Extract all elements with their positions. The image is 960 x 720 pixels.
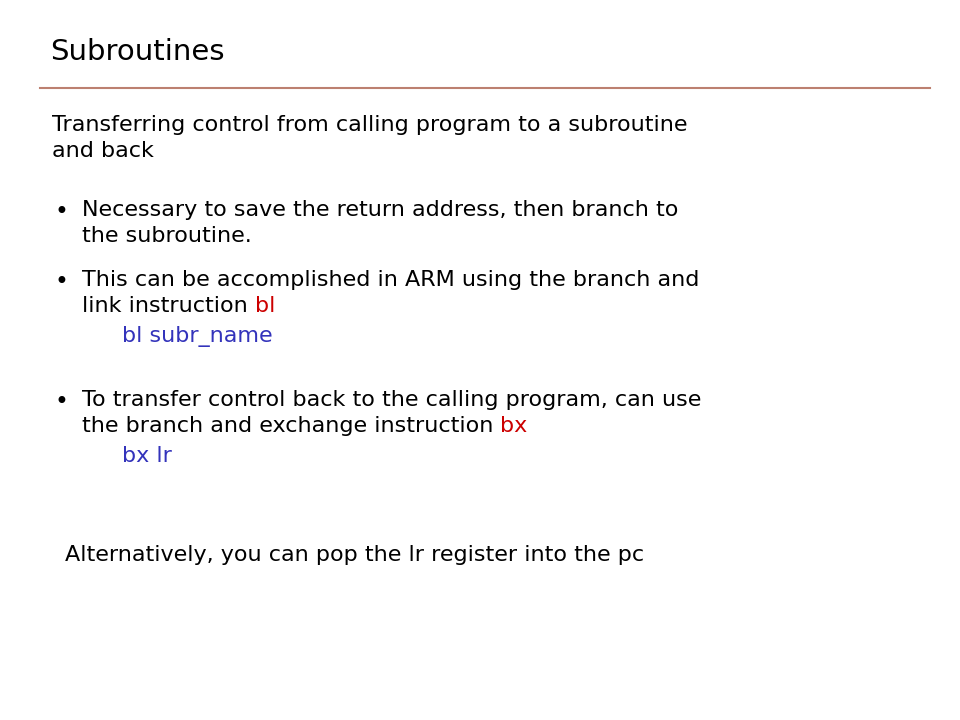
Text: the subroutine.: the subroutine. <box>82 226 252 246</box>
Text: Necessary to save the return address, then branch to: Necessary to save the return address, th… <box>82 200 679 220</box>
Text: Transferring control from calling program to a subroutine: Transferring control from calling progra… <box>52 115 687 135</box>
Text: the branch and exchange instruction: the branch and exchange instruction <box>82 416 500 436</box>
Text: •: • <box>55 200 69 224</box>
Text: bl subr_name: bl subr_name <box>122 326 273 347</box>
Text: bx lr: bx lr <box>122 446 172 466</box>
Text: Subroutines: Subroutines <box>50 38 225 66</box>
Text: •: • <box>55 270 69 294</box>
Text: To transfer control back to the calling program, can use: To transfer control back to the calling … <box>82 390 702 410</box>
Text: link instruction: link instruction <box>82 296 254 316</box>
Text: Alternatively, you can pop the lr register into the pc: Alternatively, you can pop the lr regist… <box>65 545 644 565</box>
Text: bl: bl <box>254 296 276 316</box>
Text: •: • <box>55 390 69 414</box>
Text: bx: bx <box>500 416 528 436</box>
Text: and back: and back <box>52 141 154 161</box>
Text: This can be accomplished in ARM using the branch and: This can be accomplished in ARM using th… <box>82 270 700 290</box>
